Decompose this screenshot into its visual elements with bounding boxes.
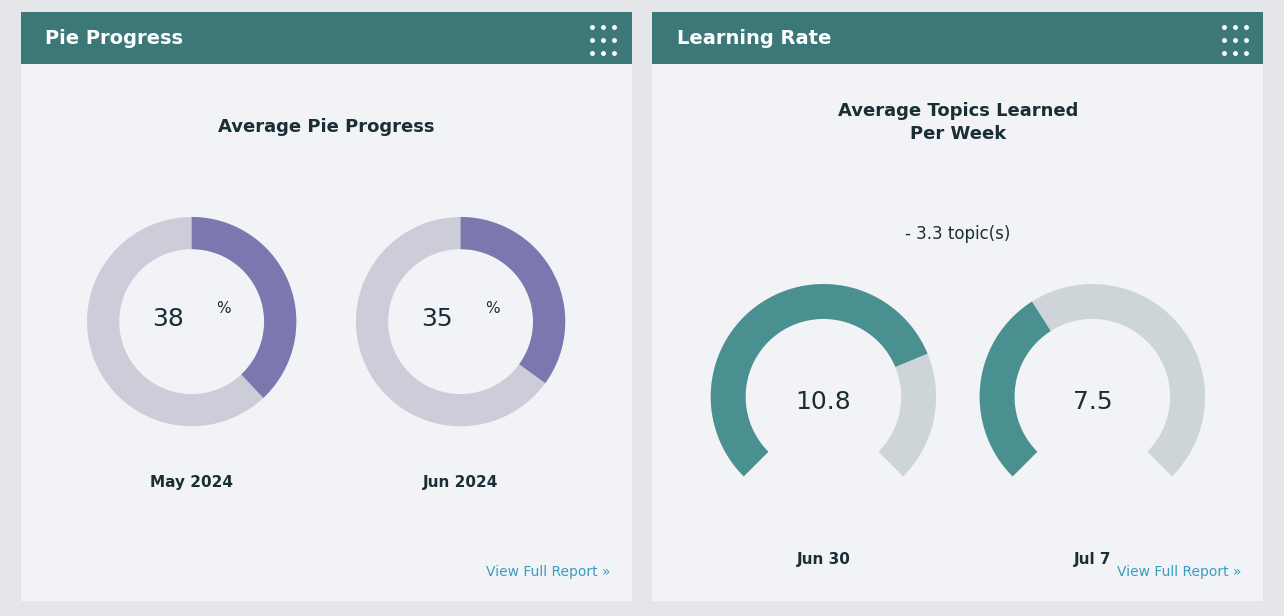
Text: Average Topics Learned
Per Week: Average Topics Learned Per Week [837,102,1079,144]
Polygon shape [87,217,297,426]
Text: Jun 30: Jun 30 [796,553,850,567]
Text: 10.8: 10.8 [796,390,851,414]
Polygon shape [711,284,927,476]
Polygon shape [711,284,936,476]
Polygon shape [980,284,1204,476]
Text: 35: 35 [421,307,452,331]
Polygon shape [356,217,565,426]
Text: May 2024: May 2024 [150,474,234,490]
Text: Learning Rate: Learning Rate [677,29,831,47]
Text: 38: 38 [152,307,184,331]
Text: Jun 2024: Jun 2024 [422,474,498,490]
Polygon shape [980,302,1050,476]
Text: %: % [216,301,230,316]
Text: View Full Report »: View Full Report » [485,565,610,579]
Polygon shape [191,217,297,398]
Text: View Full Report »: View Full Report » [1117,565,1242,579]
Polygon shape [461,217,565,383]
Text: 7.5: 7.5 [1072,390,1112,414]
Text: %: % [485,301,499,316]
Text: Average Pie Progress: Average Pie Progress [218,118,434,136]
Text: Jul 7: Jul 7 [1073,553,1111,567]
Text: - 3.3 topic(s): - 3.3 topic(s) [905,225,1011,243]
Text: Pie Progress: Pie Progress [45,29,184,47]
